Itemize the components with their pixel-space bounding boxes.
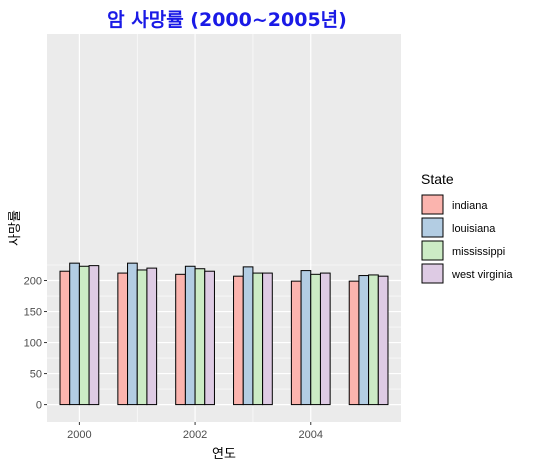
bar bbox=[78, 265, 90, 406]
bar bbox=[348, 280, 360, 406]
bar bbox=[117, 272, 129, 406]
legend-title: State bbox=[421, 171, 454, 187]
bar bbox=[252, 272, 264, 406]
bar bbox=[290, 280, 302, 406]
legend-key bbox=[421, 194, 444, 215]
bar bbox=[136, 269, 148, 406]
y-tick-label: 0 bbox=[36, 400, 42, 412]
legend: State indiana louisiana mississippi west vi… bbox=[421, 171, 513, 284]
x-tick-label: 2002 bbox=[183, 429, 207, 441]
bar bbox=[184, 265, 196, 406]
bar bbox=[319, 272, 331, 406]
y-axis-label: 사망률 bbox=[8, 210, 23, 246]
bar bbox=[300, 270, 312, 406]
x-tick-label: 2004 bbox=[299, 429, 323, 441]
bar bbox=[127, 262, 138, 406]
y-tick-label: 100 bbox=[24, 338, 42, 350]
chart-title: 암 사망률 (2000~2005년) bbox=[107, 9, 347, 31]
bar bbox=[242, 266, 254, 406]
bar bbox=[88, 265, 100, 406]
x-axis-label: 연도 bbox=[212, 447, 236, 462]
bar bbox=[358, 275, 370, 406]
legend-label: indiana bbox=[452, 200, 488, 212]
bar bbox=[69, 262, 80, 406]
y-tick-label: 50 bbox=[30, 369, 42, 381]
legend-label: louisiana bbox=[452, 223, 496, 235]
bar bbox=[175, 273, 186, 406]
y-axis: 0 50 100 150 200 bbox=[24, 276, 47, 412]
x-tick-label: 2000 bbox=[67, 429, 91, 441]
x-axis: 2000 2002 2004 bbox=[67, 422, 323, 441]
bar bbox=[59, 270, 71, 406]
legend-key bbox=[421, 217, 444, 238]
legend-key bbox=[421, 240, 444, 261]
legend-label: west virginia bbox=[451, 269, 513, 281]
bar bbox=[377, 275, 389, 406]
bar bbox=[146, 267, 158, 406]
y-tick-label: 150 bbox=[24, 307, 42, 319]
bar bbox=[262, 272, 273, 406]
bar bbox=[204, 270, 215, 406]
y-tick-label: 200 bbox=[24, 276, 42, 288]
bar bbox=[368, 274, 379, 406]
plot-panel bbox=[47, 34, 401, 422]
bar bbox=[194, 268, 206, 406]
bars bbox=[59, 262, 389, 406]
legend-label: mississippi bbox=[452, 246, 505, 258]
legend-key bbox=[421, 263, 444, 284]
bar bbox=[310, 273, 321, 406]
bar bbox=[233, 275, 244, 406]
